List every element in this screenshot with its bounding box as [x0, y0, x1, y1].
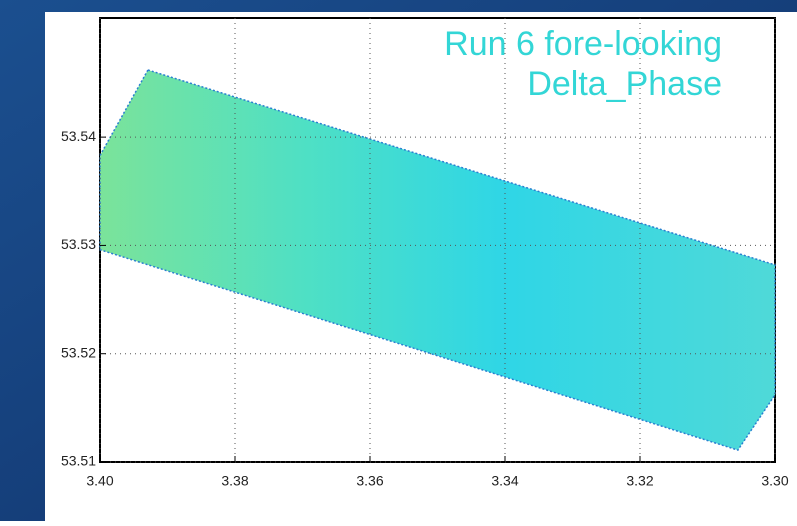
x-tick-label: 3.32	[626, 473, 653, 489]
y-tick-label: 53.53	[61, 236, 96, 252]
x-tick-label: 3.30	[761, 473, 788, 489]
y-tick-label: 53.51	[61, 453, 96, 469]
x-tick-label: 3.36	[356, 473, 383, 489]
slide: 3.40 3.38 3.36 3.34 3.32 3.30 53.51 53.52 53.53 5…	[0, 0, 797, 521]
chart-title: Run 6 fore-looking	[444, 25, 722, 63]
y-tick-label: 53.52	[61, 344, 96, 360]
x-tick-label: 3.40	[86, 473, 113, 489]
y-tick-label: 53.54	[61, 128, 96, 144]
chart-title: Delta_Phase	[527, 65, 722, 103]
x-tick-label: 3.34	[491, 473, 518, 489]
x-tick-label: 3.38	[221, 473, 248, 489]
